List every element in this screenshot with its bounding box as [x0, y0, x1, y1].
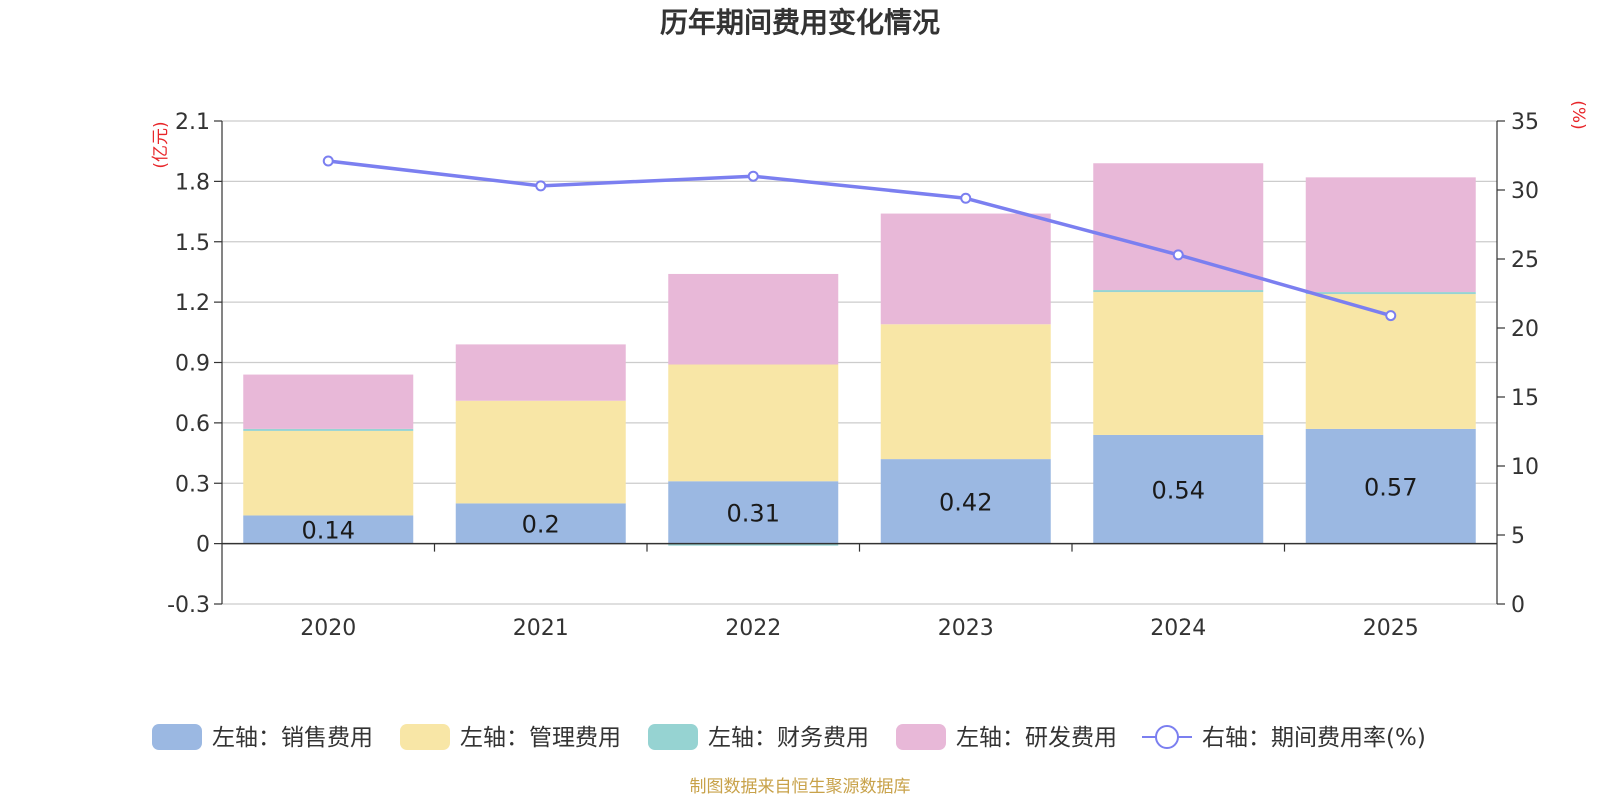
left-axis-tick-label: 0: [196, 533, 210, 558]
left-axis-tick-label: 1.2: [175, 291, 210, 316]
legend-label: 左轴：销售费用: [212, 725, 373, 751]
bar-销售费用-2020: [243, 515, 414, 544]
legend-swatch: [400, 724, 450, 750]
source-note: 制图数据来自恒生聚源数据库: [690, 777, 911, 797]
rate-line: [328, 159, 1392, 318]
legend-label: 左轴：研发费用: [956, 725, 1117, 751]
left-axis-tick-label: 1.5: [175, 231, 210, 256]
x-axis-label: 2021: [513, 616, 569, 641]
bar-value-label: 0.14: [302, 517, 355, 545]
bar-财务费用-2022: [668, 543, 839, 546]
bar-管理费用-2020: [243, 430, 414, 516]
bar-财务费用-2020: [243, 428, 414, 431]
left-axis-tick-label: 2.1: [175, 110, 210, 135]
bar-研发费用-2023: [880, 213, 1051, 325]
bar-研发费用-2025: [1305, 177, 1476, 293]
right-axis-tick-label: 30: [1511, 179, 1539, 204]
bar-研发费用-2024: [1093, 163, 1264, 291]
right-axis-tick-label: 35: [1511, 110, 1539, 135]
right-axis-tick-label: 15: [1511, 386, 1539, 411]
x-axis-label: 2023: [938, 616, 994, 641]
bar-value-label: 0.54: [1152, 476, 1205, 504]
right-axis-tick-label: 20: [1511, 317, 1539, 342]
left-axis-unit: (亿元): [151, 121, 171, 168]
rate-line-group: [322, 155, 1397, 322]
left-axis-tick-label: 0.9: [175, 352, 210, 377]
x-axis-label: 2025: [1363, 616, 1419, 641]
left-axis-tick-label: -0.3: [167, 593, 210, 618]
x-axis-label: 2022: [725, 616, 781, 641]
legend-swatch: [152, 724, 202, 750]
grid-lines: [222, 120, 1497, 605]
bar-管理费用-2023: [880, 324, 1051, 460]
bar-销售费用-2021: [455, 503, 626, 544]
bar-销售费用-2023: [880, 459, 1051, 544]
legend-swatch-marker: [1155, 725, 1179, 749]
bar-value-label: 0.42: [939, 488, 992, 516]
bar-管理费用-2021: [455, 400, 626, 504]
chart-title: 历年期间费用变化情况: [660, 6, 940, 39]
bar-销售费用-2022: [668, 481, 839, 544]
bar-销售费用-2024: [1093, 434, 1264, 544]
left-axis-tick-label: 0.6: [175, 412, 210, 437]
bar-销售费用-2025: [1305, 428, 1476, 544]
right-axis-tick-label: 5: [1511, 524, 1525, 549]
bar-研发费用-2021: [455, 344, 626, 401]
rate-point-2022: [747, 170, 759, 182]
rate-point-2020: [322, 155, 334, 167]
axes-group: -0.300.30.60.91.21.51.82.105101520253035…: [167, 110, 1539, 641]
bar-value-label: 0.57: [1364, 473, 1417, 501]
legend-label: 左轴：管理费用: [460, 725, 621, 751]
bar-财务费用-2024: [1093, 290, 1264, 293]
left-axis-tick-label: 0.3: [175, 472, 210, 497]
legend: 左轴：销售费用 左轴：管理费用 左轴：财务费用 左轴：研发费用 右轴：期间费用率(%): [152, 724, 1426, 751]
rate-point-2025: [1385, 310, 1397, 322]
bars-group: [243, 163, 1476, 546]
legend-label: 右轴：期间费用率(%): [1202, 725, 1426, 751]
bar-财务费用-2025: [1305, 292, 1476, 295]
rate-point-2021: [535, 180, 547, 192]
bar-管理费用-2022: [668, 364, 839, 482]
bar-labels-group: 0.14 0.2 0.31 0.42 0.54 0.57: [302, 473, 1418, 544]
rate-point-2023: [960, 192, 972, 204]
bar-管理费用-2024: [1093, 292, 1264, 435]
bar-value-label: 0.2: [522, 511, 560, 539]
bar-value-label: 0.31: [727, 499, 780, 527]
legend-swatch: [896, 724, 946, 750]
legend-label: 左轴：财务费用: [708, 725, 869, 751]
right-axis-tick-label: 25: [1511, 248, 1539, 273]
right-axis-tick-label: 10: [1511, 455, 1539, 480]
bar-研发费用-2022: [668, 273, 839, 365]
x-axis-label: 2020: [300, 616, 356, 641]
bar-研发费用-2020: [243, 374, 414, 429]
right-axis-tick-label: 0: [1511, 593, 1525, 618]
legend-swatch: [648, 724, 698, 750]
left-axis-tick-label: 1.8: [175, 170, 210, 195]
x-axis-label: 2024: [1150, 616, 1206, 641]
right-axis-unit: (%): [1568, 100, 1588, 129]
rate-point-2024: [1172, 249, 1184, 261]
